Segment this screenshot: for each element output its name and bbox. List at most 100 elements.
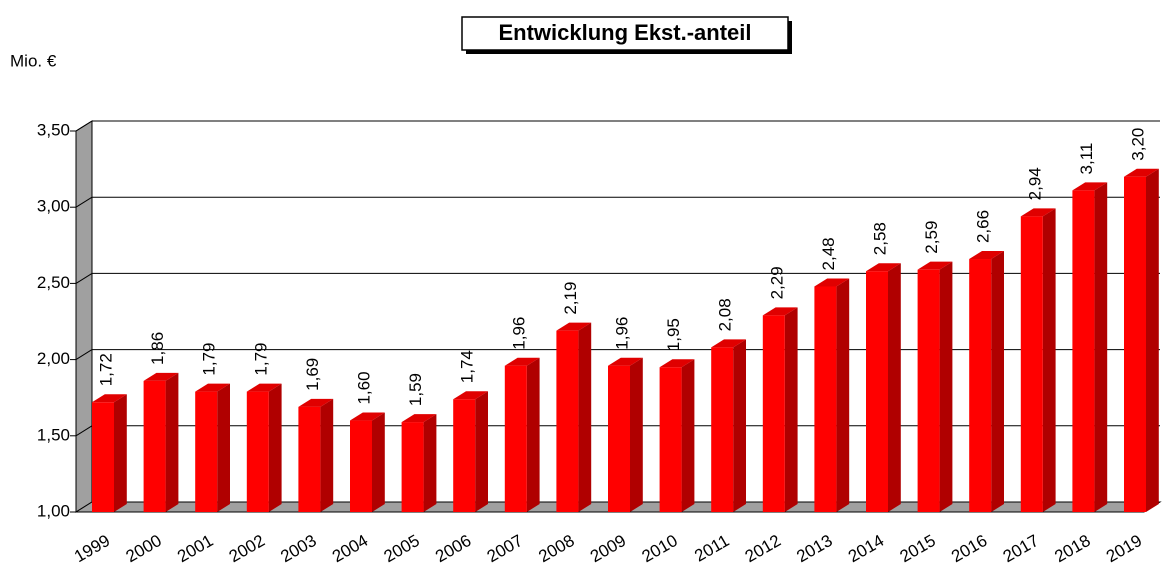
x-tick-label: 2004 (329, 531, 371, 566)
x-tick-label: 2016 (948, 531, 990, 566)
bar-top (298, 398, 334, 407)
bar-side (372, 412, 385, 512)
value-label: 2,58 (870, 222, 889, 255)
bar-top (453, 391, 488, 400)
bar-side (1042, 208, 1056, 512)
bar-side (114, 394, 127, 512)
bar (556, 330, 579, 512)
bar-side (630, 357, 643, 512)
bar-top (711, 339, 746, 348)
bar-top (1020, 208, 1056, 217)
x-tick-label: 2000 (123, 531, 165, 566)
bar (453, 399, 476, 512)
bar-top (401, 414, 437, 423)
bar-side (733, 339, 746, 512)
bar-side (1094, 182, 1108, 512)
value-label: 1,59 (406, 373, 425, 406)
bar-side (423, 414, 437, 512)
bar-side (681, 359, 695, 512)
value-label: 1,96 (612, 317, 631, 350)
grid-line (75, 349, 93, 361)
bar-top (917, 261, 953, 270)
x-tick-label: 2013 (793, 531, 835, 566)
bar-top (608, 357, 643, 366)
value-label: 2,94 (1025, 167, 1044, 200)
value-label: 3,11 (1077, 143, 1096, 175)
value-label: 1,79 (251, 343, 270, 376)
value-label: 2,19 (561, 282, 580, 315)
y-tick-label: 1,00 (37, 501, 70, 520)
bar-side (836, 278, 850, 512)
bar-side (268, 383, 282, 512)
bar (1020, 216, 1043, 512)
bar-top (1072, 182, 1108, 191)
value-label: 1,72 (96, 353, 115, 386)
bar-side (939, 261, 953, 512)
value-label: 1,74 (458, 350, 477, 383)
bar (1124, 176, 1146, 512)
y-axis-label: Mio. € (10, 51, 57, 70)
chart-title: Entwicklung Ekst.-anteil (498, 20, 751, 45)
bar-side (784, 307, 798, 512)
bar-top (195, 383, 230, 392)
y-tick-label: 3,50 (37, 120, 70, 139)
bar-top (350, 412, 385, 421)
value-label: 1,96 (509, 317, 528, 350)
bar (246, 391, 269, 512)
bar (92, 402, 114, 512)
y-tick-label: 2,00 (37, 349, 70, 368)
x-tick-label: 2005 (381, 531, 423, 566)
bar-top (92, 394, 127, 403)
bar (711, 347, 734, 512)
value-label: 1,60 (354, 371, 373, 404)
x-tick-label: 1999 (71, 531, 113, 566)
bar-side (320, 398, 334, 512)
x-tick-label: 2010 (639, 531, 681, 566)
value-label: 2,66 (974, 210, 993, 243)
bar-side (526, 357, 540, 512)
bar (1072, 190, 1095, 512)
bar-top (504, 357, 540, 366)
x-tick-label: 2007 (484, 531, 526, 566)
value-label: 1,86 (148, 332, 167, 365)
value-label: 3,20 (1128, 128, 1147, 161)
bar-side (165, 372, 179, 512)
x-tick-label: 2008 (535, 531, 577, 566)
value-label: 1,69 (303, 358, 322, 391)
x-tick-label: 2011 (691, 531, 732, 566)
bar (917, 269, 940, 512)
bar (969, 259, 992, 512)
bar-side (888, 263, 901, 512)
x-tick-label: 2009 (587, 531, 629, 566)
bar (350, 420, 372, 512)
bar (814, 286, 837, 512)
value-label: 2,48 (819, 237, 838, 270)
value-label: 2,08 (716, 298, 735, 331)
x-tick-label: 2002 (226, 531, 268, 566)
bar (298, 406, 321, 512)
x-tick-label: 2018 (1051, 531, 1093, 566)
bar (659, 367, 682, 512)
title-box (461, 16, 789, 51)
y-tick-label: 3,00 (37, 197, 70, 216)
bar-top (556, 322, 592, 331)
x-tick-label: 2001 (174, 531, 216, 566)
bar (504, 365, 527, 512)
bar (143, 380, 166, 512)
value-label: 1,79 (200, 343, 219, 376)
grid-line (75, 425, 93, 437)
x-tick-label: 2015 (897, 531, 939, 566)
bar (866, 271, 888, 512)
bar (401, 422, 424, 512)
bar-top (866, 263, 901, 272)
bar-side (578, 322, 592, 512)
bar-top (246, 383, 282, 392)
x-tick-label: 2006 (432, 531, 474, 566)
bar-top (969, 251, 1004, 260)
grid-line (75, 272, 93, 284)
x-tick-label: 2003 (277, 531, 319, 566)
bar-top (659, 359, 695, 368)
grid-line (75, 120, 93, 132)
bar-top (143, 372, 179, 381)
